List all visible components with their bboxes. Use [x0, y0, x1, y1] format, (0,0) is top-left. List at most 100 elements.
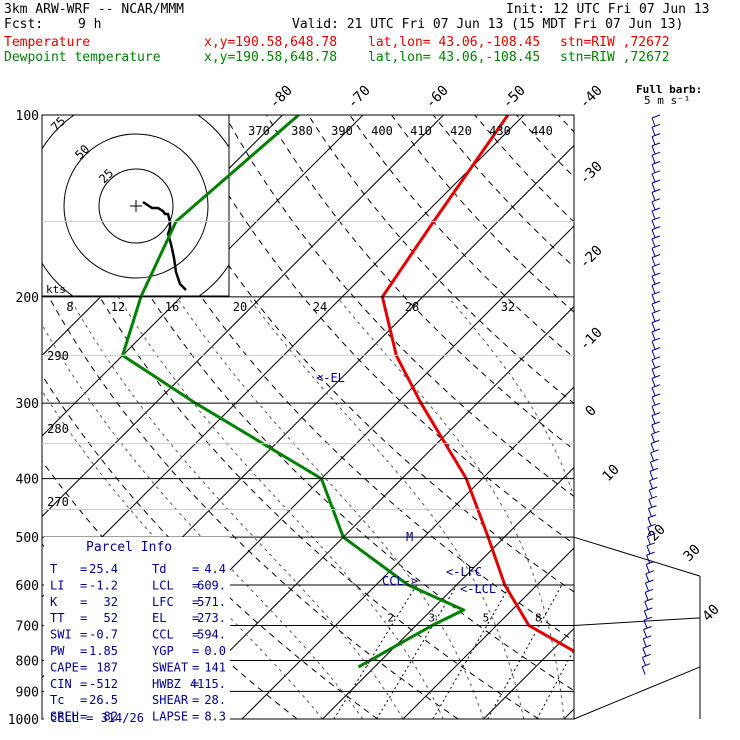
parcel-eq: = [192, 628, 199, 642]
wind-barb-staff [651, 127, 656, 136]
ccl-marker: CCL-> [382, 574, 418, 588]
wind-barb-flag [651, 337, 661, 342]
model-title: 3km ARW-WRF -- NCAR/MMM [4, 2, 185, 17]
pressure-label: 100 [16, 109, 39, 124]
hodograph-tick-label: 8 [66, 300, 73, 314]
isotherm-label: -80 [267, 83, 296, 112]
wind-barb-flag [643, 635, 652, 640]
pressure-label: 800 [16, 654, 39, 669]
wind-barb-flag [651, 402, 661, 407]
isotherm-label: -60 [423, 83, 452, 112]
dewpoint-legend-xy: x,y=190.58,648.78 [204, 50, 338, 65]
dry-adiabat [432, 115, 574, 268]
mixing-ratio-label: 3 [428, 611, 435, 624]
wind-barb-staff [646, 545, 651, 554]
isotherm-line [42, 115, 525, 598]
dry-adiabat [683, 115, 740, 719]
wind-barb-staff [651, 117, 656, 127]
wind-barb-flag [651, 254, 661, 258]
lcl-marker: <-LCL [460, 582, 496, 596]
isotherm-line [42, 115, 364, 437]
wind-barb-staff [650, 434, 655, 443]
parcel-key: K [50, 595, 58, 609]
parcel-eq: = [192, 578, 199, 592]
parcel-eq: = [80, 611, 87, 625]
hodograph-tick-label: 28 [405, 300, 419, 314]
wind-barb-flag [651, 235, 661, 240]
hodograph-ring [63, 133, 209, 279]
theta-label: 380 [291, 124, 313, 138]
mixing-ratio-label: 2 [387, 611, 394, 624]
wind-barb-staff [651, 313, 656, 322]
parcel-eq: = [80, 562, 87, 576]
moist-adiabat [576, 297, 649, 719]
mixing-ratio-label: 12 [582, 611, 595, 624]
wind-barb-staff [651, 322, 656, 331]
isotherm-line [161, 305, 574, 719]
parcel-value: 609. [197, 578, 226, 592]
parcel-key: SHEAR [152, 693, 189, 707]
forecast-label: Fcst: [4, 17, 44, 32]
isotherm-line [241, 386, 574, 719]
parcel-value: 4115. [190, 677, 226, 691]
wind-barb-flag [651, 142, 661, 147]
parcel-eq: = [80, 710, 87, 724]
wind-barb-flag [644, 588, 654, 593]
wind-barb-staff [651, 341, 656, 350]
mixing-ratio-line [487, 584, 563, 719]
wind-barb-staff [645, 582, 649, 592]
isotherm-line [725, 115, 740, 719]
parcel-key: T [50, 562, 57, 576]
isotherm-label: -50 [500, 83, 529, 112]
wind-barb-flag [644, 607, 653, 612]
wind-barb-flag [651, 198, 661, 203]
pressure-label: 200 [16, 291, 39, 306]
wind-barb-flag [646, 560, 655, 565]
moist-adiabat [117, 296, 444, 719]
mixing-ratio-label: 8 [535, 611, 542, 624]
wind-barb-flag [644, 598, 653, 603]
barb-legend-value: 5 m s⁻¹ [644, 94, 690, 107]
wind-barb-flag [651, 179, 661, 184]
wind-barb-flag [651, 114, 661, 119]
wind-barb-flag [651, 300, 661, 305]
parcel-eq: = [192, 595, 199, 609]
theta-label: 420 [450, 124, 472, 138]
wind-barb-staff [651, 229, 656, 238]
parcel-eq: = [80, 628, 87, 642]
wind-barb-staff [651, 424, 656, 434]
wind-barb-flag [651, 412, 661, 417]
parcel-value: 594. [197, 628, 226, 642]
wind-barb-flag [650, 449, 659, 454]
wind-barb-staff [651, 220, 656, 229]
dewpoint-legend-latlon: lat,lon= 43.06,-108.45 [368, 50, 541, 65]
valid-time: Valid: 21 UTC Fri 07 Jun 13 (15 MDT Fri … [292, 17, 684, 32]
wind-barb-flag [647, 514, 657, 519]
barb-legend-label: Full barb: [636, 83, 702, 96]
wind-barb-staff [651, 350, 656, 359]
parcel-key: LCL [152, 578, 174, 592]
parcel-key: Tc [50, 693, 64, 707]
parcel-eq: = [192, 710, 199, 724]
parcel-value: 1.85 [89, 644, 118, 658]
wind-barb-flag [641, 663, 651, 668]
wind-barb-staff [651, 406, 656, 415]
pressure-label: 900 [16, 685, 39, 700]
wind-barb-flag [645, 579, 654, 584]
wind-barb-flag [646, 551, 655, 556]
dry-adiabat [516, 115, 574, 178]
wind-barb-flag [651, 365, 661, 370]
el-marker: <-EL [316, 371, 345, 385]
wind-barb-flag [648, 495, 658, 500]
wind-barb-staff [649, 461, 654, 471]
wind-barb-flag [651, 347, 661, 351]
hodograph-trace [142, 200, 187, 291]
wind-barb-flag [646, 542, 656, 547]
wind-barb-flag [651, 328, 661, 333]
wind-barb-staff [643, 620, 648, 629]
wind-barb-flag [649, 486, 658, 491]
wind-barb-flag [651, 123, 661, 128]
dry-adiabat [600, 115, 740, 719]
isotherm-label: 40 [700, 602, 723, 625]
